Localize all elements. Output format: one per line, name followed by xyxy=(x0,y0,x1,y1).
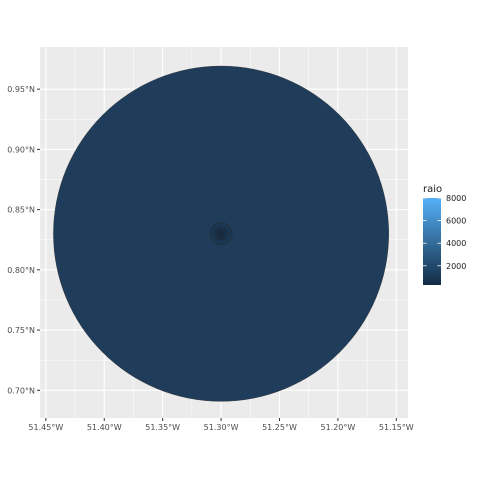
buffer-circles xyxy=(53,65,389,402)
x-tick-label: 51.15°W xyxy=(379,423,414,432)
x-tick-label: 51.35°W xyxy=(145,423,180,432)
legend-title: raio xyxy=(423,184,442,195)
legend-tick-label: 2000 xyxy=(446,262,466,271)
x-axis: 51.45°W 51.40°W 51.35°W 51.30°W 51.25°W 51.20… xyxy=(28,418,414,432)
y-tick-label: 0.80°N xyxy=(7,266,35,275)
legend-ticks: 8000 6000 4000 2000 xyxy=(423,194,466,271)
buffer-circle xyxy=(217,230,225,237)
y-tick-label: 0.85°N xyxy=(7,206,35,215)
colorbar-legend: raio 8000 6000 4000 2000 xyxy=(423,184,466,285)
x-tick-label: 51.20°W xyxy=(320,423,355,432)
legend-tick-label: 8000 xyxy=(446,194,466,203)
colorbar xyxy=(423,198,441,285)
y-tick-label: 0.95°N xyxy=(7,85,35,94)
y-tick-label: 0.90°N xyxy=(7,145,35,154)
legend-tick-label: 4000 xyxy=(446,239,466,248)
y-axis: 0.95°N 0.90°N 0.85°N 0.80°N 0.75°N 0.70°N xyxy=(7,85,40,395)
y-tick-label: 0.70°N xyxy=(7,386,35,395)
y-tick-label: 0.75°N xyxy=(7,326,35,335)
x-tick-label: 51.40°W xyxy=(87,423,122,432)
legend-tick-label: 6000 xyxy=(446,217,466,226)
x-tick-label: 51.45°W xyxy=(28,423,63,432)
x-tick-label: 51.30°W xyxy=(204,423,239,432)
x-tick-label: 51.25°W xyxy=(262,423,297,432)
